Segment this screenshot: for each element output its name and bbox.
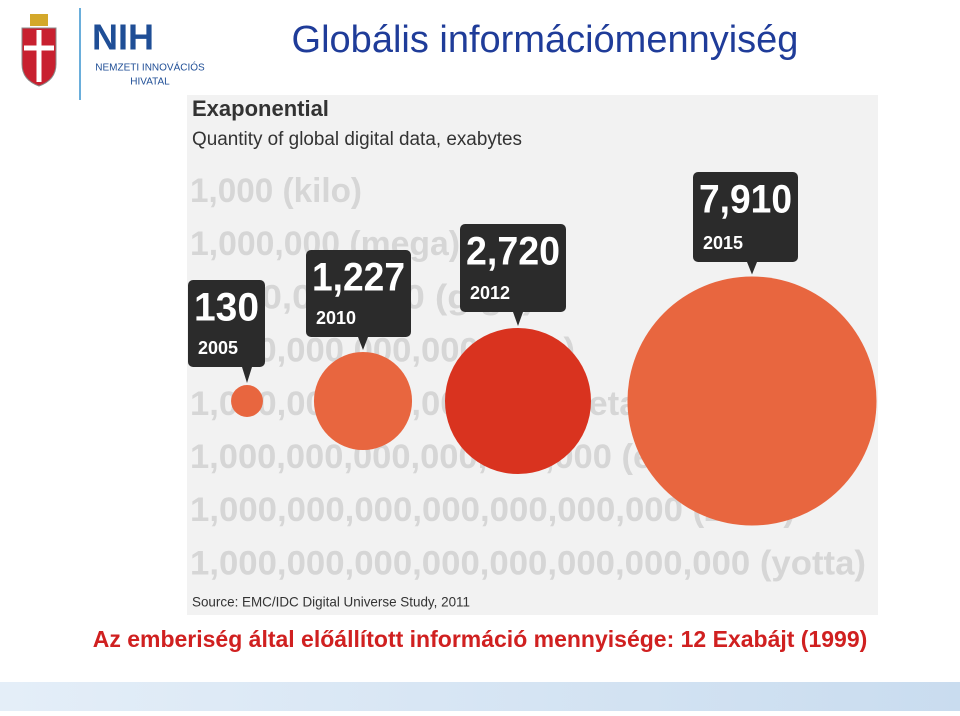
logo-text: NIH [92, 17, 154, 58]
slide-caption: Az emberiség által előállított informáci… [93, 626, 868, 652]
value-label: 130 [194, 286, 259, 330]
scale-label: 1,000,000,000,000,000,000,000,000 (yotta… [190, 544, 866, 582]
crest [21, 14, 57, 87]
footer-strip [0, 682, 960, 711]
chart-source: Source: EMC/IDC Digital Universe Study, … [192, 594, 470, 610]
callout-box [306, 250, 411, 337]
callout-pointer [358, 337, 368, 350]
callout-pointer [513, 312, 523, 326]
value-label: 2,720 [466, 230, 560, 274]
logo-subtext: NEMZETI INNOVÁCIÓS [95, 61, 205, 74]
callout-pointer [242, 367, 252, 384]
bubble [313, 351, 413, 451]
bubble [444, 327, 592, 475]
category-label: 2005 [198, 338, 238, 358]
chart-title: Exaponential [192, 96, 329, 121]
callout-box [693, 172, 798, 262]
scale-label: 1,000,000,000,000,000,000 (exa) [190, 438, 702, 476]
bubble [231, 385, 263, 417]
bubbles: 130 2005 1,227 2010 2,720 2012 7,910 2015 [188, 172, 877, 526]
category-label: 2012 [470, 283, 510, 303]
category-label: 2015 [703, 233, 743, 253]
bubble [627, 276, 877, 526]
callout-box [188, 280, 265, 367]
value-label: 1,227 [312, 256, 405, 300]
slide-title: Globális információmennyiség [292, 19, 799, 61]
scale-label: 1,000 (kilo) [190, 172, 362, 210]
chart-subtitle: Quantity of global digital data, exabyte… [192, 129, 522, 150]
callout-box [460, 224, 566, 312]
logo-subtext: HIVATAL [130, 77, 170, 88]
callout-pointer [747, 262, 757, 275]
category-label: 2010 [316, 308, 356, 328]
value-label: 7,910 [699, 178, 792, 222]
